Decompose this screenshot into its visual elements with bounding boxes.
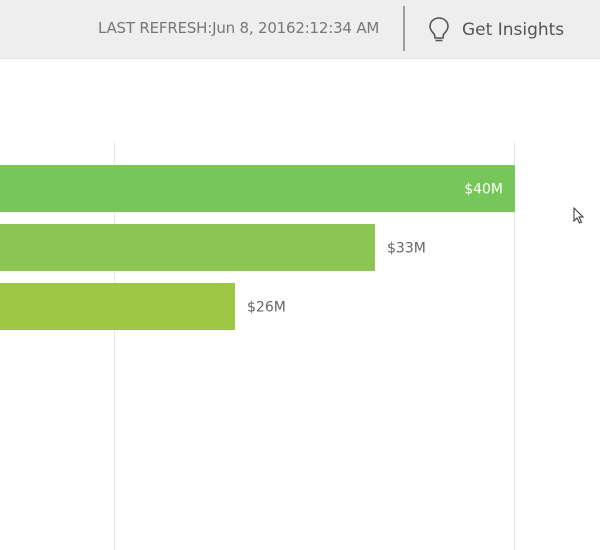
bar[interactable] [0,283,235,330]
bar[interactable] [0,165,515,212]
header-divider [403,6,405,51]
lightbulb-icon [428,16,450,44]
mouse-cursor-icon [573,206,585,228]
data-label: $26M [247,300,286,316]
data-label: $40M [464,182,503,198]
top-bar: LAST REFRESH:Jun 8, 20162:12:34 AM Get I… [0,0,600,59]
last-refresh-text: LAST REFRESH:Jun 8, 20162:12:34 AM [98,19,380,37]
bar-chart: $40M $33M $26M [0,142,515,550]
bar[interactable] [0,224,375,271]
get-insights-button[interactable]: Get Insights [428,14,588,46]
get-insights-label: Get Insights [462,20,565,40]
data-label: $33M [387,241,426,257]
